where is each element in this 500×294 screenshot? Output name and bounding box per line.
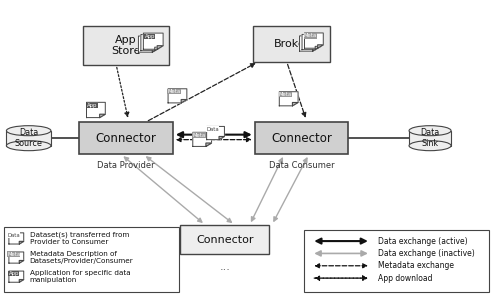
Text: Application for specific data
manipulation: Application for specific data manipulati… xyxy=(30,270,130,283)
Text: Data Consumer: Data Consumer xyxy=(268,161,334,170)
Bar xyxy=(79,122,173,154)
Polygon shape xyxy=(157,46,163,49)
Text: Meta: Meta xyxy=(168,89,180,94)
Text: Meta: Meta xyxy=(7,252,20,257)
Polygon shape xyxy=(181,100,187,103)
Polygon shape xyxy=(20,260,24,263)
Text: Data exchange (active): Data exchange (active) xyxy=(378,237,468,245)
Polygon shape xyxy=(304,33,324,48)
Bar xyxy=(409,131,451,146)
Text: ...: ... xyxy=(220,262,230,272)
Text: Dataset(s) transferred from
Provider to Consumer: Dataset(s) transferred from Provider to … xyxy=(30,232,129,245)
Polygon shape xyxy=(9,252,24,263)
Text: Meta: Meta xyxy=(278,92,292,97)
Bar xyxy=(83,26,170,65)
Polygon shape xyxy=(315,46,321,50)
Polygon shape xyxy=(86,102,106,118)
Text: Meta: Meta xyxy=(192,133,205,138)
Polygon shape xyxy=(300,36,318,51)
Text: Connector: Connector xyxy=(271,132,332,145)
Polygon shape xyxy=(20,241,24,244)
Polygon shape xyxy=(20,280,24,282)
Ellipse shape xyxy=(409,126,451,136)
Bar xyxy=(304,230,490,292)
Text: Data: Data xyxy=(206,126,218,132)
Text: Data
Source: Data Source xyxy=(14,128,42,148)
Polygon shape xyxy=(292,103,298,106)
Polygon shape xyxy=(280,92,298,106)
Text: Data
Sink: Data Sink xyxy=(420,128,440,148)
Text: App: App xyxy=(88,103,98,108)
Bar xyxy=(254,122,348,154)
Polygon shape xyxy=(154,47,160,51)
Text: Connector: Connector xyxy=(196,235,254,245)
Polygon shape xyxy=(9,233,24,244)
Text: Data Provider: Data Provider xyxy=(97,161,155,170)
Polygon shape xyxy=(168,89,187,103)
Text: App: App xyxy=(144,34,155,39)
Ellipse shape xyxy=(6,141,51,151)
Bar xyxy=(6,131,51,146)
Text: App download: App download xyxy=(378,274,432,283)
Bar xyxy=(4,227,180,292)
Text: Broker: Broker xyxy=(274,39,310,49)
Ellipse shape xyxy=(409,141,451,151)
Text: Metadata Description of
Datasets/Provider/Consumer: Metadata Description of Datasets/Provide… xyxy=(30,251,134,264)
Text: Metadata exchange: Metadata exchange xyxy=(378,261,454,270)
Bar xyxy=(180,225,270,254)
Polygon shape xyxy=(206,143,212,146)
Ellipse shape xyxy=(6,126,51,136)
Text: App
Store: App Store xyxy=(112,35,141,56)
Polygon shape xyxy=(219,136,224,140)
Polygon shape xyxy=(138,36,158,52)
Polygon shape xyxy=(9,271,24,282)
Text: Connector: Connector xyxy=(96,132,156,145)
Polygon shape xyxy=(318,45,324,48)
Polygon shape xyxy=(193,132,212,146)
Polygon shape xyxy=(141,35,161,51)
Polygon shape xyxy=(302,34,321,50)
Polygon shape xyxy=(100,114,105,118)
Text: Meta: Meta xyxy=(304,34,317,39)
Text: Data exchange (inactive): Data exchange (inactive) xyxy=(378,249,475,258)
Polygon shape xyxy=(144,33,163,49)
Polygon shape xyxy=(312,48,318,51)
Text: App: App xyxy=(8,271,19,276)
Polygon shape xyxy=(206,126,224,140)
Text: Data: Data xyxy=(8,233,20,238)
Polygon shape xyxy=(152,49,158,52)
Bar xyxy=(254,26,330,62)
